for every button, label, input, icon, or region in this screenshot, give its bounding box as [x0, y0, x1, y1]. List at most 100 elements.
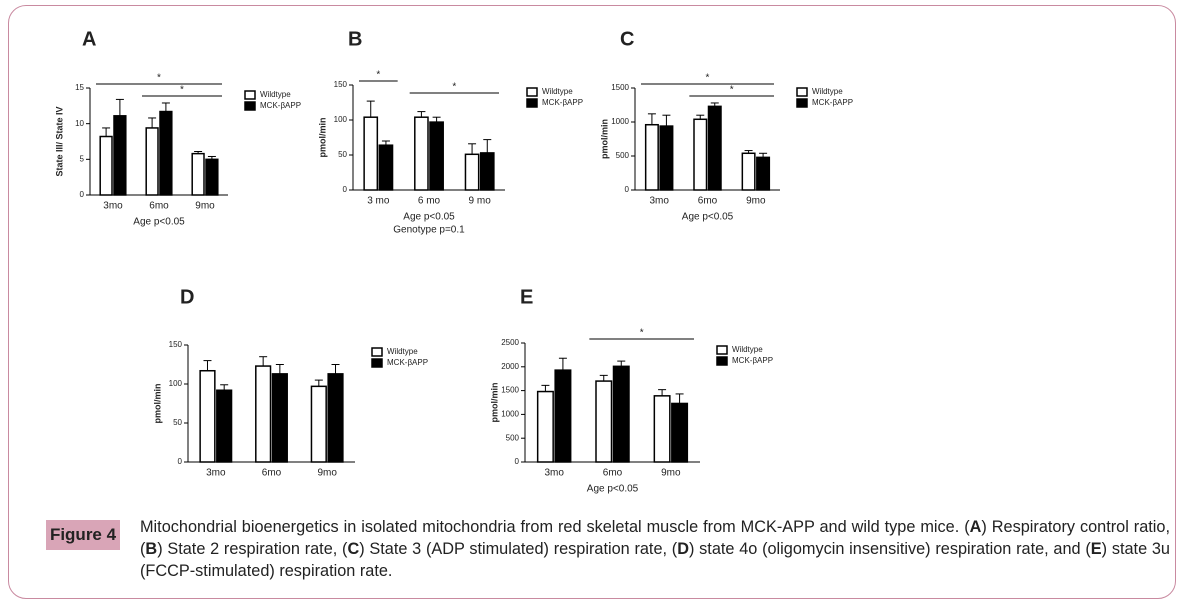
x-tick-label: 9 mo: [469, 196, 492, 207]
bar: [271, 373, 288, 463]
caption-part: A: [969, 518, 982, 536]
caption: Mitochondrial bioenergetics in isolated …: [140, 516, 1170, 582]
x-tick-label: 3mo: [544, 468, 564, 479]
y-axis-label: pmol/min: [152, 384, 162, 424]
bar: [659, 125, 674, 191]
note: Age p<0.05: [682, 212, 734, 223]
y-axis-label: pmol/min: [317, 118, 327, 158]
x-tick-label: 6mo: [262, 468, 282, 479]
note: Age p<0.05: [403, 212, 455, 223]
bar: [741, 152, 756, 191]
significance-label: *: [180, 85, 184, 96]
bar: [464, 153, 480, 191]
note: Age p<0.05: [587, 484, 639, 495]
caption-part: E: [1090, 540, 1102, 558]
y-tick-label: 2500: [501, 338, 519, 347]
legend-label: Wildtype: [387, 347, 418, 356]
caption-part: ) state 4o (oligomycin insensitive) resp…: [688, 540, 1091, 558]
y-tick-label: 0: [515, 457, 520, 466]
y-tick-label: 2000: [501, 362, 519, 371]
bar: [693, 118, 708, 191]
bar: [536, 390, 554, 463]
panel-letter: E: [520, 286, 533, 308]
x-tick-label: 9mo: [195, 201, 215, 212]
bar: [644, 123, 659, 191]
x-tick-label: 6 mo: [418, 196, 441, 207]
y-tick-label: 150: [334, 80, 348, 89]
bar: [310, 385, 327, 463]
caption-part: ) State 3 (ADP stimulated) respiration r…: [359, 540, 678, 558]
x-tick-label: 3mo: [649, 196, 669, 207]
x-tick-label: 9mo: [661, 468, 681, 479]
bar: [327, 373, 344, 463]
significance-label: *: [640, 328, 644, 339]
y-tick-label: 500: [506, 433, 520, 442]
bar: [205, 158, 219, 196]
note: Genotype p=0.1: [393, 225, 465, 236]
bar: [707, 105, 722, 191]
bar: [554, 369, 572, 463]
significance-label: *: [452, 82, 456, 93]
note: Age p<0.05: [133, 217, 185, 228]
significance-label: *: [157, 73, 161, 84]
x-tick-label: 6mo: [603, 468, 623, 479]
y-tick-label: 1500: [501, 386, 519, 395]
legend-swatch: [796, 98, 808, 108]
x-tick-label: 6mo: [149, 201, 169, 212]
y-tick-label: 150: [169, 340, 183, 349]
bar: [99, 135, 113, 196]
legend-swatch: [371, 358, 383, 368]
legend-label: MCK-βAPP: [260, 101, 301, 110]
bar: [595, 380, 613, 463]
bar: [255, 365, 272, 463]
legend-swatch: [371, 347, 383, 357]
legend-label: MCK-βAPP: [732, 356, 773, 365]
y-tick-label: 50: [173, 418, 182, 427]
figure-label: Figure 4: [46, 520, 120, 550]
caption-part: ) Respiratory control ratio, (: [140, 518, 1170, 558]
significance-label: *: [376, 70, 380, 81]
x-tick-label: 9mo: [317, 468, 337, 479]
y-axis-label: pmol/min: [489, 383, 499, 423]
legend-label: Wildtype: [542, 87, 573, 96]
bar: [216, 389, 233, 463]
figure-frame: [8, 5, 1176, 599]
x-tick-label: 3 mo: [367, 196, 390, 207]
y-tick-label: 100: [334, 115, 348, 124]
bar: [378, 144, 394, 191]
bar: [145, 127, 159, 196]
y-tick-label: 1000: [501, 410, 519, 419]
legend-swatch: [244, 101, 256, 111]
legend-label: MCK-βAPP: [812, 98, 853, 107]
legend-swatch: [796, 87, 808, 97]
bar: [479, 152, 495, 191]
y-tick-label: 10: [75, 119, 84, 128]
panel-letter: D: [180, 286, 194, 308]
bar: [612, 365, 630, 463]
y-tick-label: 5: [80, 154, 85, 163]
caption-part: Mitochondrial bioenergetics in isolated …: [140, 518, 970, 536]
y-tick-label: 1000: [611, 117, 629, 126]
y-tick-label: 0: [343, 185, 348, 194]
y-tick-label: 0: [178, 457, 183, 466]
y-tick-label: 50: [338, 150, 347, 159]
y-tick-label: 0: [625, 185, 630, 194]
y-axis-label: pmol/min: [599, 119, 609, 159]
bar: [363, 116, 379, 191]
legend-label: Wildtype: [812, 87, 843, 96]
bar: [159, 110, 173, 196]
legend-swatch: [526, 87, 538, 97]
y-tick-label: 1500: [611, 83, 629, 92]
legend-swatch: [244, 90, 256, 100]
bar: [414, 116, 429, 191]
legend-swatch: [716, 345, 728, 355]
legend-swatch: [526, 98, 538, 108]
panel-letter: B: [348, 28, 362, 50]
panel-letter: C: [620, 28, 634, 50]
y-tick-label: 100: [169, 379, 183, 388]
y-tick-label: 15: [75, 83, 84, 92]
legend-label: MCK-βAPP: [387, 358, 428, 367]
significance-label: *: [730, 85, 734, 96]
caption-part: C: [347, 540, 360, 558]
